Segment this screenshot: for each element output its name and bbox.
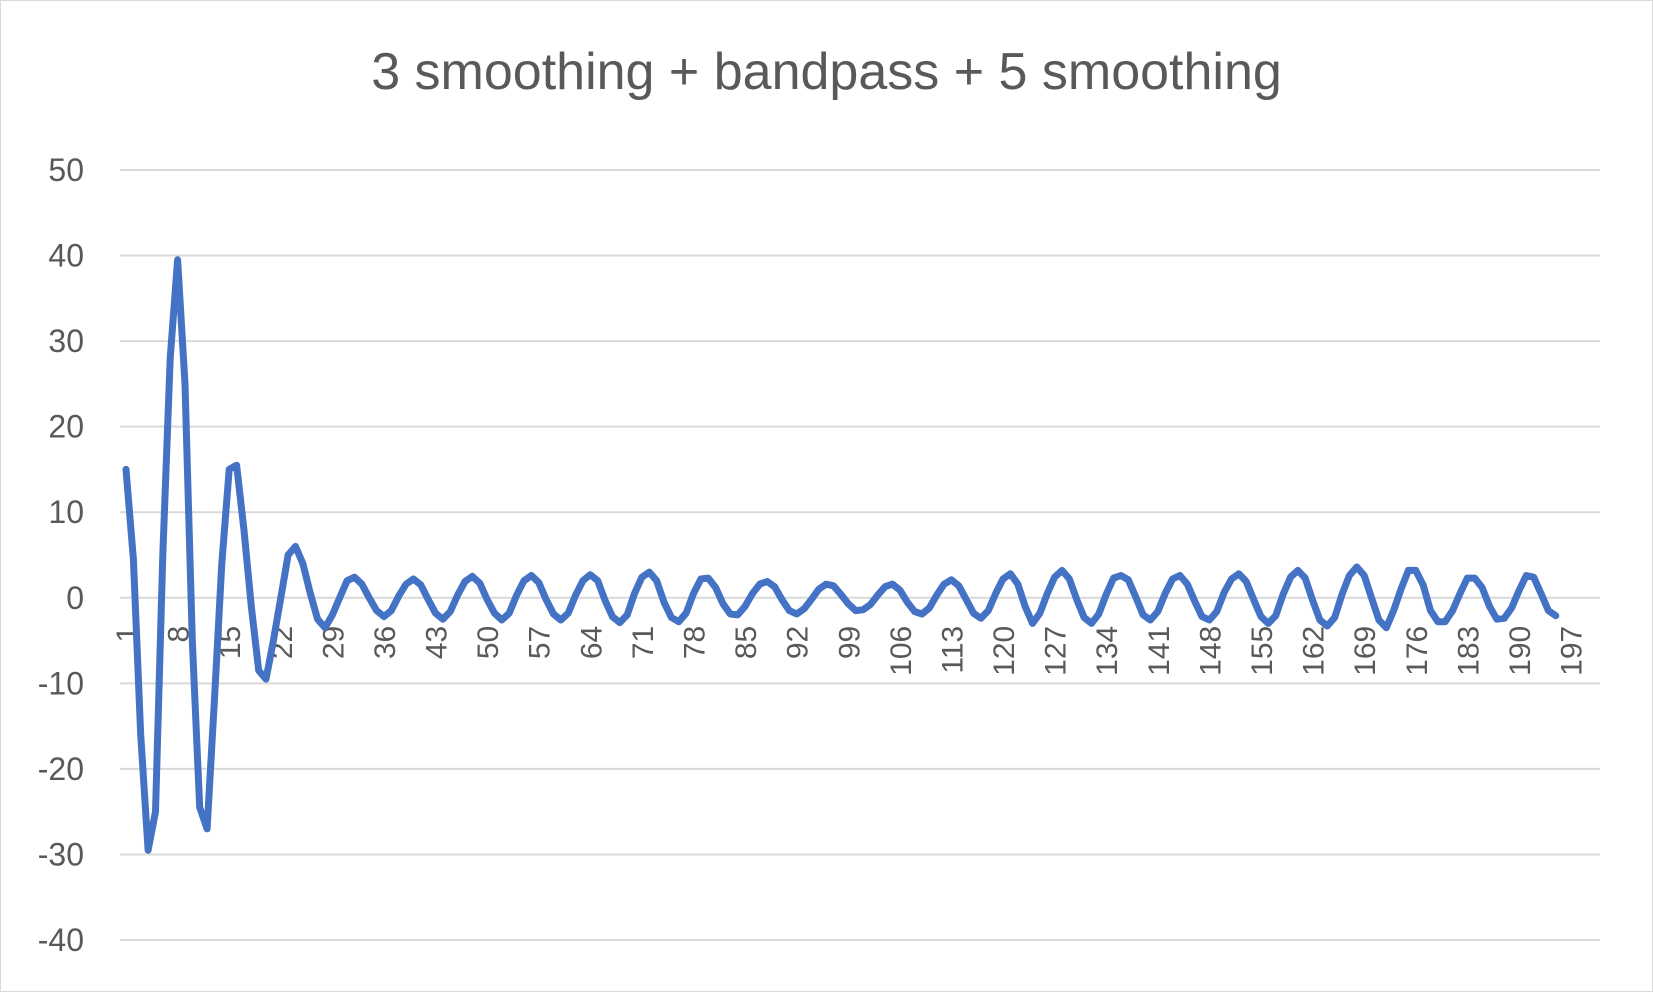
x-tick-label: 50 — [472, 626, 505, 659]
x-tick-label: 134 — [1091, 626, 1124, 676]
x-tick-label: 148 — [1194, 626, 1227, 676]
x-tick-label: 99 — [833, 626, 866, 659]
x-tick-label: 71 — [627, 626, 660, 659]
x-tick-label: 197 — [1556, 626, 1589, 676]
x-tick-label: 64 — [575, 626, 608, 659]
y-axis-tick-labels: 50 40 30 20 10 0 -10 -20 -30 -40 — [38, 152, 84, 958]
x-tick-label: 120 — [988, 626, 1021, 676]
y-tick-label: 20 — [48, 409, 84, 445]
x-tick-label: 176 — [1401, 626, 1434, 676]
y-tick-label: -40 — [38, 922, 84, 958]
y-tick-label: 10 — [48, 494, 84, 530]
x-tick-label: 57 — [524, 626, 557, 659]
y-tick-label: -10 — [38, 665, 84, 701]
y-tick-label: -30 — [38, 836, 84, 872]
chart-title: 3 smoothing + bandpass + 5 smoothing — [371, 43, 1282, 101]
x-tick-label: 162 — [1298, 626, 1331, 676]
x-tick-label: 169 — [1349, 626, 1382, 676]
x-tick-label: 155 — [1246, 626, 1279, 676]
y-tick-label: 40 — [48, 238, 84, 274]
x-tick-label: 106 — [885, 626, 918, 676]
y-tick-label: -20 — [38, 751, 84, 787]
x-tick-label: 29 — [317, 626, 350, 659]
y-tick-label: 30 — [48, 323, 84, 359]
x-tick-label: 127 — [1040, 626, 1073, 676]
x-tick-label: 141 — [1143, 626, 1176, 676]
gridlines — [120, 169, 1600, 941]
x-tick-label: 92 — [782, 626, 815, 659]
y-tick-label: 50 — [48, 152, 84, 188]
series-group — [122, 256, 1560, 854]
x-tick-label: 8 — [163, 626, 196, 643]
series-line-0 — [122, 256, 1560, 854]
x-tick-label: 113 — [936, 626, 969, 674]
y-tick-label: 0 — [66, 580, 84, 616]
x-tick-label: 36 — [369, 626, 402, 659]
x-tick-label: 43 — [421, 626, 454, 659]
x-tick-label: 85 — [730, 626, 763, 659]
x-tick-label: 78 — [678, 626, 711, 659]
x-axis-tick-labels: 1 8 15 22 29 36 43 50 57 64 71 78 85 92 99 106 113 120 127… — [111, 626, 1589, 676]
x-tick-label: 190 — [1504, 626, 1537, 676]
x-tick-label: 183 — [1452, 626, 1485, 676]
